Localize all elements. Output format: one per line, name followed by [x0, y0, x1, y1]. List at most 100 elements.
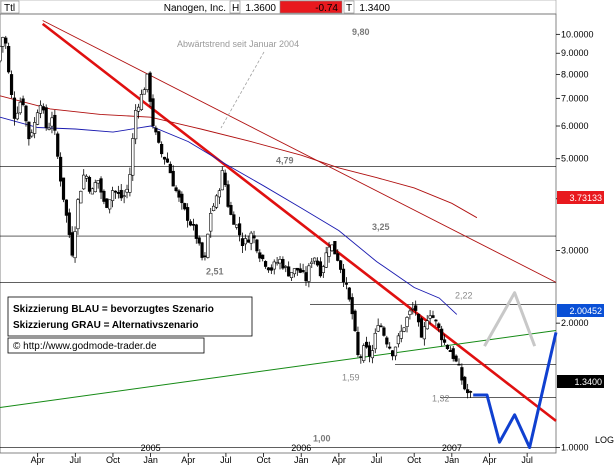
- candle-body: [344, 283, 349, 285]
- price-tag-blue-text: 2.00452: [569, 306, 602, 316]
- candle-body: [408, 310, 412, 316]
- x-tick-label: Apr: [482, 455, 496, 465]
- candle-body: [263, 261, 268, 267]
- candle-body: [24, 105, 28, 122]
- candle-body: [339, 260, 343, 270]
- candle-body: [41, 106, 45, 111]
- candle-body: [255, 239, 259, 252]
- candle-body: [463, 376, 467, 390]
- level-label: 2,22: [455, 290, 473, 300]
- candle-body: [301, 270, 305, 272]
- candle-body: [180, 193, 184, 204]
- candle-body: [214, 195, 219, 208]
- y-tick-label: 6.0000: [561, 121, 589, 131]
- candle-body: [333, 241, 337, 255]
- candle-body: [373, 332, 377, 350]
- candle-body: [90, 188, 94, 195]
- last-value: 1.3400: [359, 3, 390, 14]
- candle-body: [191, 224, 196, 226]
- candle-body: [292, 268, 297, 275]
- x-tick-label: Jul: [70, 455, 82, 465]
- candle-body: [243, 238, 247, 245]
- candle-body: [27, 121, 31, 140]
- candle-body: [350, 297, 354, 315]
- x-tick-label: Jan: [143, 455, 158, 465]
- candle-body: [122, 195, 126, 197]
- candle-body: [229, 205, 233, 215]
- level-label: 3,25: [372, 222, 390, 232]
- candle-body: [85, 175, 89, 179]
- candle-body: [200, 242, 204, 258]
- candle-body: [390, 350, 395, 357]
- candle-body: [298, 268, 302, 273]
- x-tick-label: Jul: [220, 455, 232, 465]
- candle-body: [119, 189, 123, 199]
- candle-body: [347, 287, 351, 300]
- candle-body: [160, 143, 164, 155]
- y-tick-label: 5.0000: [561, 154, 589, 164]
- candle-body: [261, 254, 265, 260]
- candle-body: [365, 341, 369, 348]
- log-scale-label: LOG: [595, 435, 614, 445]
- candle-body: [209, 212, 213, 232]
- candle-body: [414, 305, 418, 311]
- candle-body: [324, 252, 328, 268]
- candle-body: [61, 177, 66, 200]
- candle-body: [442, 339, 447, 343]
- candle-body: [105, 198, 109, 208]
- source-box: [7, 337, 205, 354]
- x-tick-label: Apr: [332, 455, 346, 465]
- candle-body: [269, 267, 273, 271]
- candle-body: [12, 97, 17, 119]
- moving-average-ma_blue: [0, 116, 458, 315]
- candle-body: [30, 132, 34, 137]
- trendline-long_downtrend: [42, 20, 557, 283]
- candle-body: [232, 214, 236, 225]
- candle-body: [70, 232, 74, 256]
- candle-body: [220, 170, 224, 191]
- candle-body: [422, 326, 426, 340]
- candle-body: [266, 267, 271, 271]
- candle-body: [15, 112, 19, 120]
- candle-body: [278, 259, 282, 264]
- price-tag-last: [557, 375, 604, 388]
- candle-body: [272, 261, 276, 270]
- y-tick-label: 8.0000: [561, 69, 589, 79]
- candle-body: [108, 199, 112, 210]
- level-label: 1,59: [342, 372, 360, 382]
- candle-body: [47, 127, 51, 130]
- scenario-gray: [483, 291, 537, 347]
- header-bar: Ttl Nanogen, Inc. H 1.3600 -0.74 T 1.340…: [0, 0, 557, 15]
- candle-body: [73, 231, 77, 259]
- candle-body: [67, 212, 71, 235]
- candle-body: [217, 190, 221, 198]
- candle-body: [76, 199, 80, 230]
- y-tick-label: 2.0000: [561, 318, 589, 328]
- candle-body: [50, 117, 54, 127]
- x-tick-year: 2006: [291, 443, 311, 453]
- candle-body: [284, 266, 288, 268]
- y-tick-label: 3.0000: [561, 245, 589, 255]
- candle-body: [96, 180, 100, 184]
- candle-body: [440, 328, 444, 341]
- candle-body: [249, 232, 253, 244]
- candle-body: [399, 330, 403, 339]
- level-label: 1,32: [432, 394, 450, 404]
- candle-body: [7, 45, 11, 73]
- security-name: Nanogen, Inc.: [164, 3, 226, 14]
- candle-body: [151, 98, 155, 127]
- candle-body: [235, 224, 239, 228]
- candle-body: [275, 262, 279, 265]
- ticker-symbol: Ttl: [4, 3, 15, 14]
- trendline-main_downtrend: [41, 22, 557, 422]
- x-tick-label: Jan: [445, 455, 460, 465]
- level-label: 1,00: [313, 434, 331, 444]
- candle-body: [289, 272, 294, 278]
- candle-body: [385, 337, 389, 345]
- candle-body: [315, 260, 320, 266]
- x-tick-label: Jan: [294, 455, 309, 465]
- candle-body: [188, 221, 193, 226]
- level-label: 9,80: [352, 27, 370, 37]
- x-tick-label: Jul: [521, 455, 533, 465]
- candle-body: [165, 158, 170, 163]
